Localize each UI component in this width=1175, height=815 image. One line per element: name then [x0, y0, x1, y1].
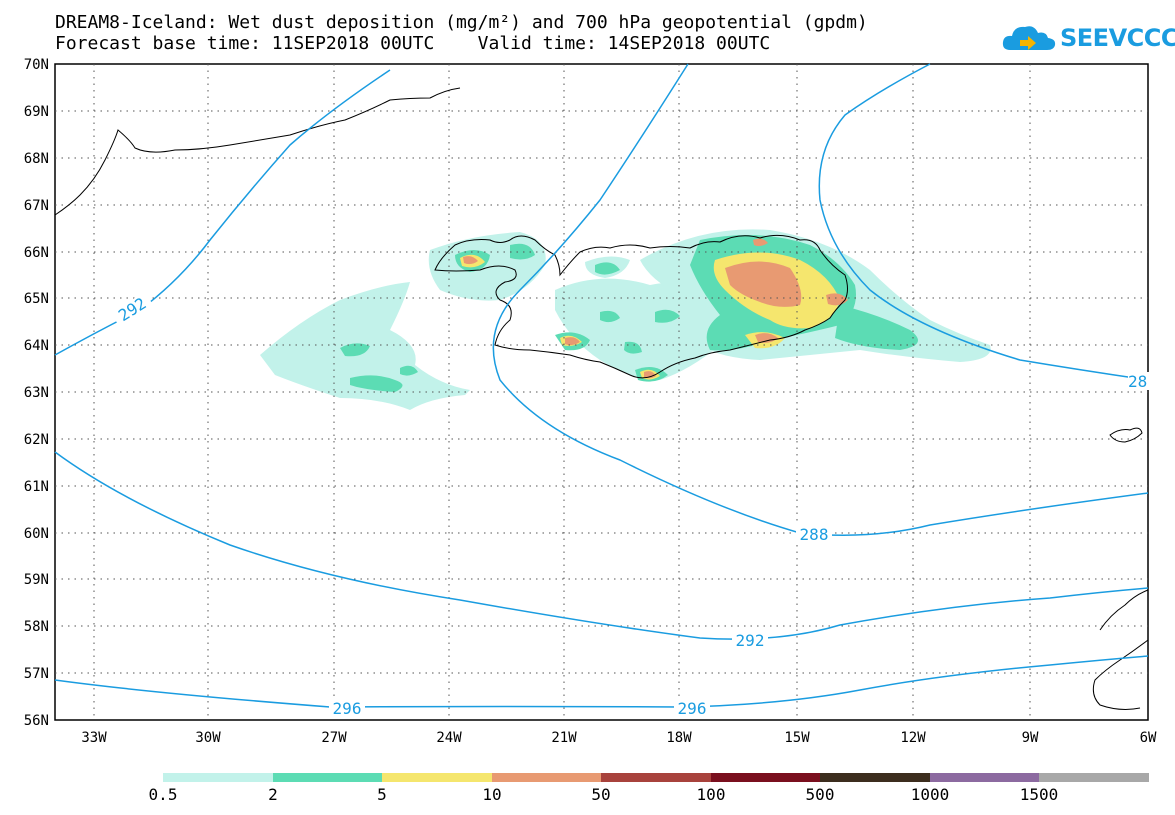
seevccc-logo: SEEVCCC	[1000, 18, 1175, 58]
lon-label: 9W	[1022, 730, 1039, 746]
lat-label: 56N	[24, 713, 49, 729]
lat-label: 70N	[24, 57, 49, 73]
legend-label: 50	[591, 785, 611, 804]
lat-label: 68N	[24, 151, 49, 167]
gridlines	[55, 64, 1148, 720]
lon-label: 15W	[784, 730, 810, 746]
lon-label: 30W	[195, 730, 221, 746]
faroe-islands	[1109, 427, 1143, 443]
contour-label-288: 288	[800, 525, 829, 544]
lon-label: 18W	[666, 730, 692, 746]
lat-label: 59N	[24, 572, 49, 588]
latitude-labels: 70N 69N 68N 67N 66N 65N 64N 63N 62N 61N …	[24, 57, 49, 729]
legend-label: 500	[805, 785, 835, 804]
legend-label: 0.5	[148, 785, 178, 804]
legend-swatch	[710, 773, 820, 782]
lat-label: 64N	[24, 338, 49, 354]
lat-label: 57N	[24, 666, 49, 682]
map-title: DREAM8-Iceland: Wet dust deposition (mg/…	[55, 12, 868, 33]
contour-label-28: 28	[1128, 372, 1147, 391]
legend-swatch	[1039, 773, 1149, 782]
legend-swatch	[272, 773, 382, 782]
greenland-coastline	[54, 87, 461, 216]
geopotential-contours	[54, 63, 1149, 708]
lon-label: 12W	[900, 730, 926, 746]
lat-label: 63N	[24, 385, 49, 401]
lon-label: 27W	[321, 730, 347, 746]
contour-label-296-east: 296	[678, 699, 707, 718]
color-legend	[163, 773, 1149, 782]
lon-label: 33W	[81, 730, 107, 746]
legend-swatch	[491, 773, 601, 782]
lon-label: 21W	[551, 730, 577, 746]
longitude-labels: 33W 30W 27W 24W 21W 18W 15W 12W 9W 6W	[81, 730, 1157, 746]
scotland-coastline	[1092, 589, 1149, 710]
lon-label: 6W	[1140, 730, 1157, 746]
lat-label: 69N	[24, 104, 49, 120]
contour-label-296-west: 296	[333, 699, 362, 718]
lat-label: 65N	[24, 291, 49, 307]
lat-label: 66N	[24, 245, 49, 261]
legend-labels: 0.5 2 5 10 50 100 500 1000 1500	[0, 785, 1175, 805]
lat-label: 67N	[24, 198, 49, 214]
lon-label: 24W	[436, 730, 462, 746]
lat-label: 58N	[24, 619, 49, 635]
legend-label: 5	[377, 785, 387, 804]
legend-label: 1000	[910, 785, 950, 804]
coastlines	[54, 87, 1149, 710]
legend-label: 2	[268, 785, 278, 804]
legend-label: 1500	[1019, 785, 1059, 804]
legend-swatch	[163, 773, 273, 782]
legend-label: 100	[696, 785, 726, 804]
contour-28	[818, 63, 1149, 381]
logo-text: SEEVCCC	[1060, 24, 1175, 52]
legend-swatch	[929, 773, 1039, 782]
iceland-coastline	[434, 234, 848, 379]
contour-292-south	[54, 451, 1149, 640]
legend-swatch	[382, 773, 492, 782]
dust-deposition-field	[260, 229, 991, 410]
contour-label-292-south: 292	[736, 631, 765, 650]
contour-288	[492, 63, 1149, 536]
legend-swatch	[820, 773, 930, 782]
lat-label: 60N	[24, 526, 49, 542]
lat-label: 62N	[24, 432, 49, 448]
cloud-logo-icon	[1002, 26, 1056, 50]
legend-label: 10	[482, 785, 502, 804]
forecast-time-line: Forecast base time: 11SEP2018 00UTC Vali…	[55, 33, 771, 54]
legend-swatch	[601, 773, 711, 782]
lat-label: 61N	[24, 479, 49, 495]
